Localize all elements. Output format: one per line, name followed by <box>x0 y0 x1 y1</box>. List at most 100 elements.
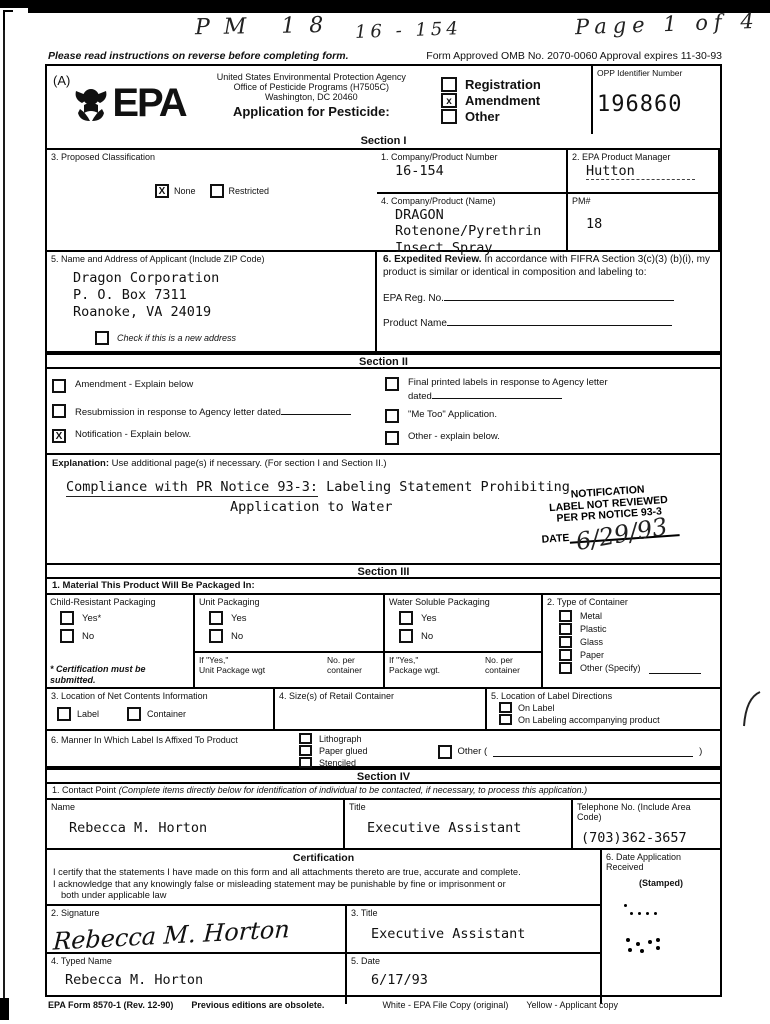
product-name-input[interactable] <box>446 315 672 326</box>
final-labels-label: Final printed labels in response to Agen… <box>408 376 608 402</box>
container-paper-checkbox[interactable] <box>559 649 572 661</box>
pm-number-cell: PM# 18 <box>568 194 720 252</box>
company-product-name-value-line2: Insect Spray <box>395 240 493 256</box>
amendment-checkbox[interactable]: x <box>441 92 457 108</box>
footer-form-id: EPA Form 8570-1 (Rev. 12-90) <box>48 1000 174 1010</box>
option-amendment-explain: Amendment - Explain below <box>52 378 385 393</box>
section1-row2: 5. Name and Address of Applicant (Includ… <box>47 252 720 353</box>
net-contents-cell: 3. Location of Net Contents Information … <box>47 689 275 729</box>
stenciled-option: Stenciled <box>319 757 357 768</box>
date-received-stamped: (Stamped) <box>638 878 683 888</box>
container-other-label: Other (Specify) <box>580 663 641 673</box>
section2-header: Section II <box>47 353 720 369</box>
container-glass-checkbox[interactable] <box>559 636 572 648</box>
epa-reg-no-label: EPA Reg. No. <box>383 293 444 304</box>
affixed-other-label: Other ( <box>457 746 488 757</box>
stamp-date-label: DATE <box>540 531 570 546</box>
restricted-checkbox[interactable] <box>209 184 224 198</box>
container-plastic-checkbox[interactable] <box>559 623 572 635</box>
contact-name-value: Rebecca M. Horton <box>69 820 208 836</box>
affixed-other-input[interactable] <box>493 746 694 757</box>
water-no-checkbox[interactable] <box>399 629 413 643</box>
other-checkbox[interactable] <box>441 108 457 124</box>
paper-glued-checkbox[interactable] <box>299 745 312 756</box>
handwritten-product-number: 16 - 154 <box>354 18 463 43</box>
option-me-too: "Me Too" Application. <box>385 409 720 424</box>
stenciled-checkbox[interactable] <box>299 757 312 768</box>
unit-per-label1: No. per <box>327 655 355 665</box>
container-other-input[interactable] <box>648 663 701 674</box>
new-address-checkbox[interactable] <box>95 331 109 345</box>
water-ifyes-label: If "Yes," <box>389 655 419 665</box>
section1-header: Section I <box>47 134 720 150</box>
lithograph-checkbox[interactable] <box>299 733 312 744</box>
type-of-container-cell: 2. Type of Container Metal Plastic Glass… <box>543 595 720 687</box>
container-paper-label: Paper <box>580 650 605 660</box>
crp-no-checkbox[interactable] <box>60 629 74 643</box>
applicant-address-line3: Roanoke, VA 24019 <box>73 304 212 320</box>
unit-packaging-label: Unit Packaging <box>199 597 260 607</box>
explanation-label: Explanation: <box>52 458 110 469</box>
amendment-explain-label: Amendment - Explain below <box>75 378 194 390</box>
section2-body: Amendment - Explain below Resubmission i… <box>47 369 720 453</box>
none-checkbox[interactable]: X <box>154 184 169 198</box>
type-of-container-label: 2. Type of Container <box>547 597 628 607</box>
crp-yes-checkbox[interactable] <box>60 611 74 625</box>
paper-glued-option: Paper glued <box>319 745 368 756</box>
contact-title-label: Title <box>349 802 366 812</box>
container-glass-label: Glass <box>580 637 604 647</box>
on-labeling-checkbox[interactable] <box>499 714 512 725</box>
packaging-grid: Child-Resistant Packaging Yes* No * Cert… <box>47 595 720 689</box>
stamp-date-value: 6/29/93 <box>573 511 670 556</box>
affixed-other-option: Other ( ) <box>437 733 702 764</box>
final-labels-checkbox[interactable] <box>385 376 399 391</box>
signer-title-cell: 3. Title Executive Assistant <box>347 906 600 952</box>
epa-reg-no-input[interactable] <box>443 290 674 301</box>
notification-checkbox[interactable]: X <box>52 429 66 444</box>
new-address-label: Check if this is a new address <box>117 333 237 343</box>
registration-checkbox[interactable] <box>441 76 457 92</box>
opp-identifier-label: OPP Identifier Number <box>597 68 683 78</box>
option-notification: X Notification - Explain below. <box>52 429 385 444</box>
typed-name-label: 4. Typed Name <box>51 955 112 966</box>
amendment-explain-checkbox[interactable] <box>52 378 66 393</box>
none-label: None <box>173 186 196 196</box>
signer-title-label: 3. Title <box>351 907 378 918</box>
certification-text-line1: I certify that the statements I have mad… <box>53 867 521 877</box>
section3-header: Section III <box>47 563 720 579</box>
affixed-other-checkbox[interactable] <box>437 744 452 759</box>
container-other-checkbox[interactable] <box>559 662 572 674</box>
net-label-checkbox[interactable] <box>57 707 71 721</box>
applicant-address-cell: 5. Name and Address of Applicant (Includ… <box>47 252 377 351</box>
signature-row: 2. Signature Rebecca M. Horton 3. Title … <box>47 905 600 954</box>
contact-point-row: 1. Contact Point (Complete items directl… <box>47 784 720 800</box>
final-labels-date-input[interactable] <box>431 388 562 399</box>
unit-yes-checkbox[interactable] <box>209 611 223 625</box>
unit-ifyes-label: If "Yes," <box>199 655 229 665</box>
net-container-checkbox[interactable] <box>127 707 142 721</box>
proposed-classification-label: 3. Proposed Classification <box>51 152 156 162</box>
unit-yes-label: Yes <box>231 612 247 624</box>
section2-right-options: Final printed labels in response to Agen… <box>385 373 720 449</box>
resubmission-checkbox[interactable] <box>52 403 66 418</box>
amendment-label: Amendment <box>465 92 541 108</box>
water-package-wgt-label: Package wgt. <box>389 665 441 675</box>
other-explain-checkbox[interactable] <box>385 431 399 446</box>
on-label-checkbox[interactable] <box>499 702 512 713</box>
water-soluble-label: Water Soluble Packaging <box>389 597 490 607</box>
unit-no-checkbox[interactable] <box>209 629 223 643</box>
signature-date-value: 6/17/93 <box>371 971 428 988</box>
explanation-note: Use additional page(s) if necessary. (Fo… <box>111 458 387 469</box>
corner-label: (A) <box>53 73 71 88</box>
water-yes-checkbox[interactable] <box>399 611 413 625</box>
signature-cell: 2. Signature Rebecca M. Horton <box>47 905 347 952</box>
epa-product-manager-value: Hutton <box>586 163 695 180</box>
retail-container-size-label: 4. Size(s) of Retail Container <box>279 691 395 701</box>
container-metal-checkbox[interactable] <box>559 610 572 622</box>
epa-flower-icon <box>75 89 107 121</box>
label-affixed-label: 6. Manner In Which Label Is Affixed To P… <box>51 735 238 745</box>
label-affixed-options: Lithograph Paper glued Stenciled <box>299 733 368 768</box>
me-too-checkbox[interactable] <box>385 409 399 424</box>
expedited-review-text: In accordance with FIFRA Section 3(c)(3)… <box>383 254 710 278</box>
resubmission-date-input[interactable] <box>280 404 351 415</box>
